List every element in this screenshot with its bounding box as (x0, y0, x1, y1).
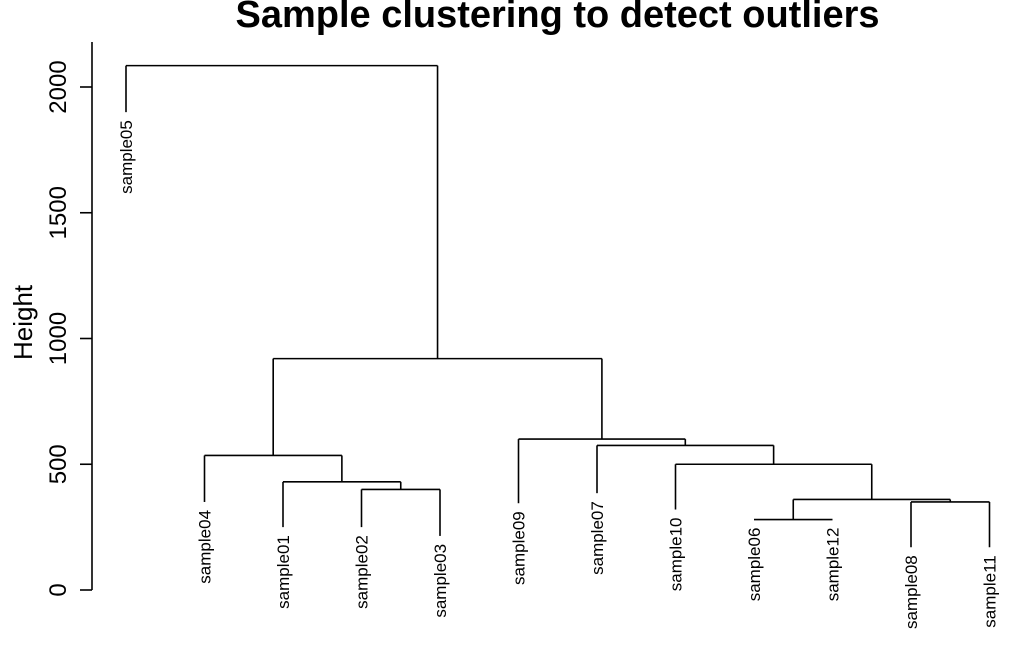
y-tick-label: 0 (45, 583, 72, 596)
leaf-label: sample03 (431, 544, 450, 618)
leaf-label: sample10 (667, 518, 686, 592)
leaf-label: sample08 (902, 555, 921, 629)
leaf-label: sample09 (510, 511, 529, 585)
chart-title: Sample clustering to detect outliers (235, 0, 880, 36)
y-tick-label: 2000 (45, 60, 72, 113)
leaf-label: sample02 (353, 535, 372, 609)
leaf-label: sample05 (117, 120, 136, 194)
leaf-label: sample06 (745, 528, 764, 602)
y-tick-label: 1000 (45, 312, 72, 365)
y-tick-label: 1500 (45, 186, 72, 239)
y-tick-label: 500 (45, 444, 72, 484)
leaf-label: sample04 (196, 510, 215, 584)
leaf-label: sample11 (981, 555, 1000, 627)
leaf-label: sample07 (588, 501, 607, 575)
leaf-label: sample12 (824, 528, 843, 602)
leaf-label: sample01 (274, 535, 293, 609)
